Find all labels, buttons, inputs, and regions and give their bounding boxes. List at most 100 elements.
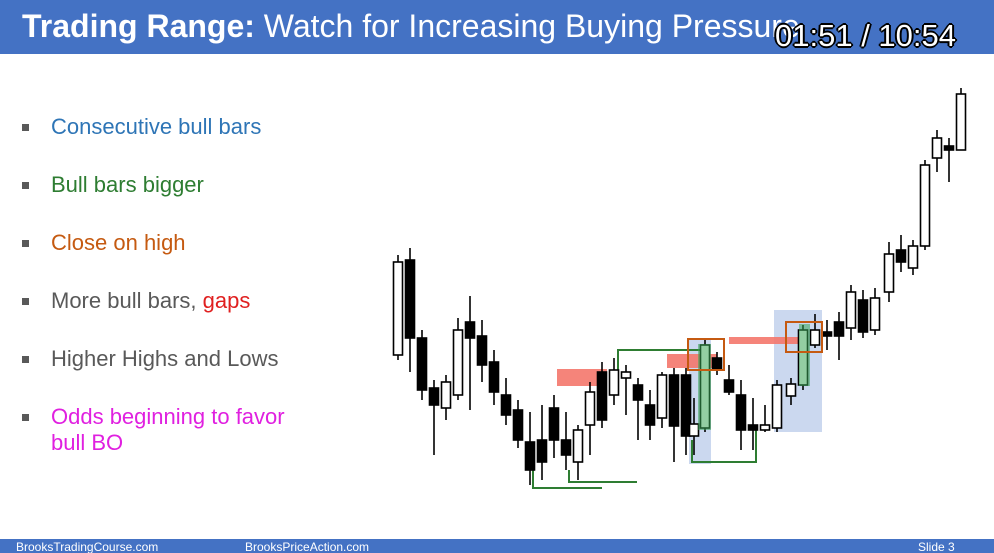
candle <box>440 375 452 420</box>
bull-bar-highlight <box>799 324 810 386</box>
bullet-square-icon <box>22 124 29 131</box>
bullet-text: Higher Highs and Lows <box>51 346 279 371</box>
candle <box>500 378 512 425</box>
candle <box>857 290 869 338</box>
candle <box>821 320 833 350</box>
bear-candle-body <box>596 371 608 421</box>
candle <box>620 365 632 415</box>
bullet-text: Bull bars bigger <box>51 172 204 197</box>
support-line <box>568 470 637 483</box>
bullet-text: Close on high <box>51 230 186 255</box>
bullet-item: Higher Highs and Lows <box>22 346 362 372</box>
candle <box>452 318 464 400</box>
footer-center-site: BrooksPriceAction.com <box>245 540 370 553</box>
bullet-item: Close on high <box>22 230 362 256</box>
bull-candle-body <box>771 384 783 429</box>
candle <box>955 88 967 151</box>
bull-bar-highlight <box>698 344 711 430</box>
bullet-text: Odds beginning to favor <box>51 404 285 429</box>
candle <box>596 362 608 428</box>
resistance-line <box>617 349 702 372</box>
candle <box>931 130 943 172</box>
support-line <box>532 470 602 489</box>
candle <box>668 368 680 462</box>
slide-title-bold: Trading Range: <box>22 8 255 44</box>
candle <box>560 412 572 470</box>
bull-candle-body <box>392 261 404 356</box>
bullet-square-icon <box>22 182 29 189</box>
bull-candle-body <box>440 381 452 409</box>
candle <box>747 398 759 450</box>
candle <box>392 255 404 360</box>
bull-candle-body <box>584 391 596 426</box>
candle <box>883 242 895 302</box>
candle <box>548 395 560 458</box>
bull-candle-body <box>572 429 584 463</box>
bull-candle-body <box>759 424 771 431</box>
footer-left-site: BrooksTradingCourse.com <box>16 540 159 553</box>
candle <box>943 138 955 182</box>
gap-marker <box>729 337 801 344</box>
bear-candle-body <box>512 409 524 441</box>
candle <box>809 314 821 348</box>
bear-candle-body <box>711 357 723 371</box>
video-timecode: 01:51 / 10:54 <box>775 18 956 53</box>
bear-candle-body <box>943 145 955 151</box>
close-on-high-box <box>785 321 823 353</box>
bullet-text: Consecutive bull bars <box>51 114 262 139</box>
candle <box>428 380 440 455</box>
slide-footer: BrooksTradingCourse.com BrooksPriceActio… <box>0 539 994 553</box>
candle <box>476 320 488 382</box>
bear-candle-body <box>500 394 512 416</box>
bull-candle-body <box>620 371 632 379</box>
candle <box>632 378 644 440</box>
bull-candle-body <box>785 383 797 397</box>
candle <box>512 400 524 448</box>
candle <box>919 160 931 250</box>
bear-candle-body <box>632 384 644 401</box>
bear-candle-body <box>735 394 747 431</box>
bullet-highlight-gaps: gaps <box>202 288 251 313</box>
bullet-square-icon <box>22 240 29 247</box>
slide-title: Trading Range: Watch for Increasing Buyi… <box>22 8 800 45</box>
bear-candle-body <box>895 249 907 263</box>
candle <box>895 235 907 272</box>
bull-candle-body <box>955 93 967 151</box>
bear-candle-body <box>723 379 735 393</box>
bear-candle-body <box>416 337 428 391</box>
bull-candle-body <box>452 329 464 396</box>
candle <box>584 382 596 455</box>
candle <box>656 372 668 428</box>
bear-candle-body <box>464 321 476 339</box>
candle <box>833 312 845 360</box>
candle <box>869 288 881 335</box>
close-on-high-box <box>687 338 725 371</box>
bull-candle-body <box>869 297 881 331</box>
bull-candle-body <box>931 137 943 159</box>
bull-candle-body <box>907 245 919 269</box>
bear-candle-body <box>548 407 560 441</box>
bear-candle-body <box>821 331 833 337</box>
support-line <box>691 430 757 463</box>
slide-number: Slide 3 <box>918 540 955 553</box>
candle <box>644 390 656 440</box>
candle <box>524 412 536 485</box>
bullet-square-icon <box>22 414 29 421</box>
gap-marker <box>557 369 607 386</box>
bullet-item: Bull bars bigger <box>22 172 362 198</box>
slide-header: Trading Range: Watch for Increasing Buyi… <box>0 0 994 54</box>
bullet-square-icon <box>22 356 29 363</box>
candle <box>785 378 797 405</box>
bullet-item: Odds beginning to favor bull BO <box>22 404 362 456</box>
bear-candle-body <box>857 299 869 333</box>
bull-candle-body <box>608 369 620 396</box>
bear-candle-body <box>428 387 440 406</box>
bear-candle-body <box>536 439 548 463</box>
bear-candle-body <box>833 321 845 337</box>
bear-candle-body <box>476 335 488 366</box>
bear-candle-body <box>560 439 572 456</box>
candle <box>536 405 548 480</box>
candle <box>771 380 783 432</box>
bullet-item: Consecutive bull bars <box>22 114 362 140</box>
candle <box>488 350 500 405</box>
